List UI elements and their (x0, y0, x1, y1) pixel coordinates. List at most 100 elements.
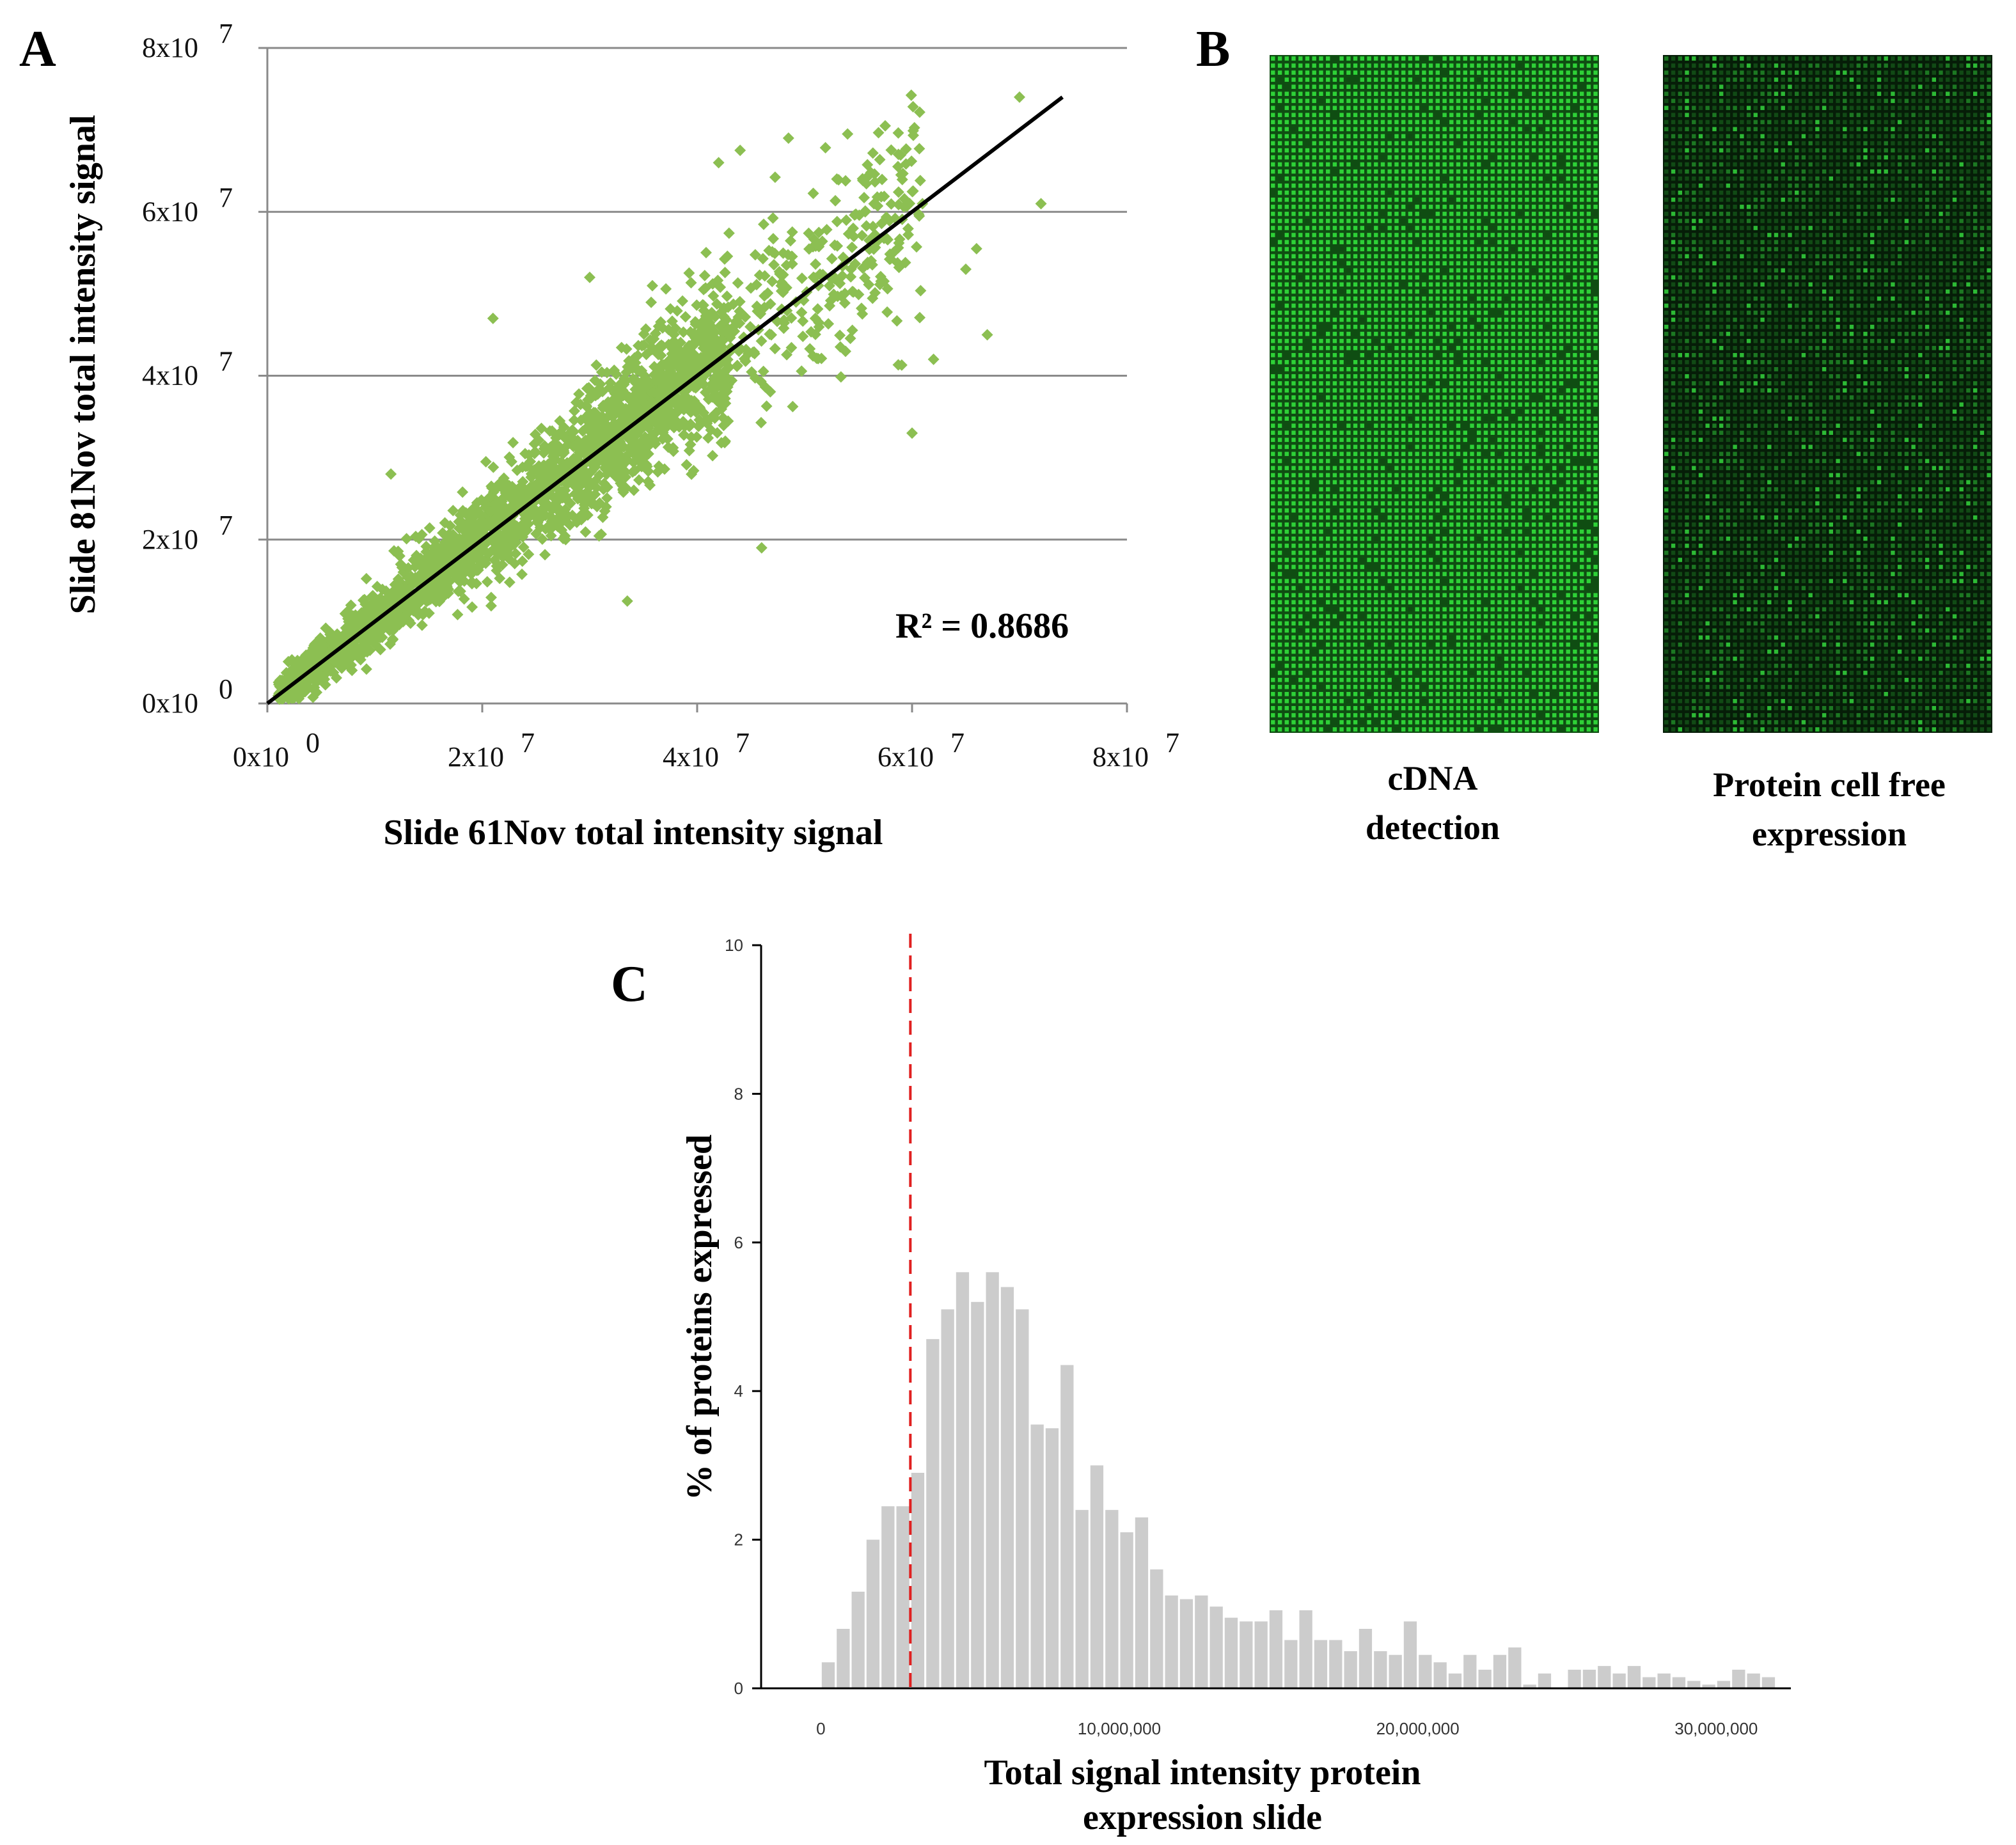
array-spot (1593, 162, 1598, 167)
scatter-point (760, 400, 773, 412)
array-spot (1538, 219, 1543, 223)
array-spot (1593, 310, 1598, 315)
array-spot (1435, 219, 1440, 223)
array-spot (1490, 233, 1495, 237)
array-spot (1422, 233, 1426, 237)
array-spot (1291, 409, 1296, 414)
array-spot (1435, 310, 1440, 315)
array-spot (1277, 374, 1282, 379)
array-spot (1367, 367, 1371, 372)
scatter-point (721, 290, 733, 302)
array-spot (1387, 324, 1392, 329)
array-spot (1367, 402, 1371, 407)
array-spot (1298, 268, 1303, 273)
array-spot (1271, 247, 1275, 251)
array-spot (1312, 261, 1316, 265)
array-spot (1463, 345, 1467, 350)
array-spot (1504, 226, 1509, 230)
array-spot (1573, 134, 1577, 139)
array-spot (1435, 141, 1440, 146)
array-spot (1394, 275, 1399, 280)
array-spot (1470, 162, 1474, 167)
array-spot (1477, 176, 1481, 181)
array-spot (1470, 120, 1474, 125)
array-spot (1497, 212, 1502, 216)
array-spot (1305, 191, 1310, 195)
array-spot (1559, 310, 1564, 315)
array-spot (1277, 98, 1282, 104)
scatter-y-tick-label: 0x10 (142, 687, 198, 719)
array-spot (1394, 84, 1399, 89)
array-spot (1332, 254, 1337, 258)
array-spot (1387, 367, 1392, 372)
array-spot (1394, 162, 1399, 167)
array-spot (1312, 191, 1316, 195)
array-spot (1415, 127, 1419, 132)
array-spot (1374, 226, 1378, 230)
array-spot (1401, 381, 1406, 386)
array-spot (1531, 205, 1536, 209)
array-spot (1531, 70, 1536, 75)
array-spot (1305, 444, 1310, 450)
array-spot (1456, 444, 1461, 450)
array-spot (1319, 148, 1323, 153)
array-spot (1428, 353, 1433, 357)
array-spot (1470, 282, 1474, 287)
array-spot (1511, 233, 1516, 237)
array-spot (1401, 141, 1406, 146)
array-spot (1277, 70, 1282, 75)
array-spot (1580, 331, 1584, 336)
array-spot (1573, 205, 1577, 209)
array-spot (1346, 98, 1351, 104)
array-spot (1586, 317, 1591, 322)
array-spot (1470, 91, 1474, 96)
array-spot (1593, 360, 1598, 365)
array-spot (1298, 317, 1303, 322)
array-spot (1367, 240, 1371, 244)
array-spot (1415, 106, 1419, 111)
array-spot (1298, 282, 1303, 287)
array-spot (1559, 98, 1564, 104)
array-spot (1394, 381, 1399, 386)
array-spot (1545, 226, 1550, 230)
array-spot (1401, 106, 1406, 111)
array-spot (1483, 296, 1488, 301)
array-spot (1367, 444, 1371, 450)
array-spot (1298, 91, 1303, 96)
array-spot (1511, 212, 1516, 216)
array-spot (1387, 310, 1392, 315)
array-spot (1326, 282, 1330, 287)
array-spot (1456, 226, 1461, 230)
array-spot (1428, 423, 1433, 428)
array-spot (1332, 296, 1337, 301)
array-spot (1559, 303, 1564, 308)
array-spot (1305, 317, 1310, 322)
array-spot (1415, 303, 1419, 308)
array-spot (1470, 345, 1474, 350)
array-spot (1442, 254, 1447, 258)
array-spot (1463, 91, 1467, 96)
array-spot (1525, 296, 1529, 301)
array-spot (1497, 353, 1502, 357)
scatter-gridlines (267, 47, 1127, 541)
array-spot (1559, 261, 1564, 265)
array-spot (1525, 148, 1529, 153)
array-spot (1483, 381, 1488, 386)
array-spot (1346, 91, 1351, 96)
array-spot (1470, 254, 1474, 258)
array-spot (1374, 345, 1378, 350)
array-spot (1525, 268, 1529, 273)
array-spot (1353, 374, 1358, 379)
array-spot (1449, 367, 1454, 372)
array-spot (1319, 155, 1323, 160)
array-spot (1298, 226, 1303, 230)
array-spot (1545, 289, 1550, 294)
scatter-point (568, 414, 580, 426)
array-spot (1518, 360, 1522, 365)
array-spot (1463, 176, 1467, 181)
array-spot (1497, 184, 1502, 188)
array-spot (1401, 226, 1406, 230)
array-spot (1380, 381, 1385, 386)
array-spot (1559, 395, 1564, 400)
array-spot (1518, 56, 1522, 61)
